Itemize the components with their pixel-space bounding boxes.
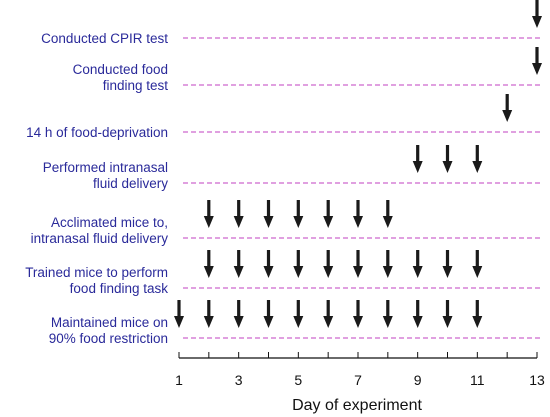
day-arrow	[323, 250, 334, 278]
row-label-line: fluid delivery	[93, 176, 168, 191]
x-tick-label: 11	[470, 372, 485, 388]
day-arrow	[323, 300, 334, 328]
x-tick-label: 1	[175, 372, 183, 388]
day-arrow	[412, 300, 423, 328]
x-tick-label: 9	[414, 372, 422, 388]
day-arrow	[382, 300, 393, 328]
day-arrow	[263, 250, 274, 278]
day-arrow	[382, 200, 393, 228]
day-arrow	[203, 300, 214, 328]
row-label-line: Performed intranasal	[43, 160, 168, 175]
day-arrow	[174, 300, 184, 328]
row-label-line: Conducted CPIR test	[41, 31, 168, 46]
day-arrow	[233, 250, 244, 278]
day-arrow	[203, 200, 214, 228]
timeline-row: Acclimated mice to,intranasal fluid deli…	[31, 200, 540, 246]
day-arrow	[442, 250, 453, 278]
day-arrow	[382, 250, 393, 278]
row-label-line: 14 h of food-deprivation	[26, 125, 168, 140]
day-arrow	[472, 250, 483, 278]
day-arrow	[502, 94, 513, 122]
x-tick-label: 7	[354, 372, 362, 388]
day-arrow	[442, 145, 453, 173]
day-arrow	[293, 200, 304, 228]
x-tick-label: 3	[235, 372, 243, 388]
row-label-line: intranasal fluid delivery	[31, 231, 169, 246]
day-arrow	[472, 300, 483, 328]
day-arrow	[203, 250, 214, 278]
day-arrow	[233, 200, 244, 228]
day-arrow	[442, 300, 453, 328]
x-axis-title: Day of experiment	[292, 397, 422, 414]
row-label-line: Acclimated mice to,	[51, 215, 168, 230]
day-arrow	[472, 145, 483, 173]
timeline-row: 14 h of food-deprivation	[26, 94, 540, 140]
day-arrow	[293, 300, 304, 328]
x-tick-label: 5	[294, 372, 302, 388]
day-arrow	[412, 250, 423, 278]
timeline-row: Conducted CPIR test	[41, 0, 542, 46]
row-label-line: Maintained mice on	[51, 315, 168, 330]
row-label-line: Trained mice to perform	[25, 265, 168, 280]
row-label-line: finding test	[103, 78, 169, 93]
x-axis: 1 3 5 7 9 11 13	[175, 352, 545, 388]
day-arrow	[412, 145, 423, 173]
day-arrow	[532, 0, 542, 28]
row-label-line: Conducted food	[73, 62, 168, 77]
day-arrow	[353, 250, 363, 278]
day-arrow	[263, 300, 274, 328]
day-arrow	[263, 200, 274, 228]
day-arrow	[532, 47, 542, 75]
x-tick-label: 13	[529, 372, 545, 388]
row-label-line: food finding task	[70, 281, 169, 296]
day-arrow	[353, 200, 363, 228]
row-label-line: 90% food restriction	[49, 331, 168, 346]
day-arrow	[233, 300, 244, 328]
day-arrow	[323, 200, 334, 228]
day-arrow	[353, 300, 363, 328]
day-arrow	[293, 250, 304, 278]
